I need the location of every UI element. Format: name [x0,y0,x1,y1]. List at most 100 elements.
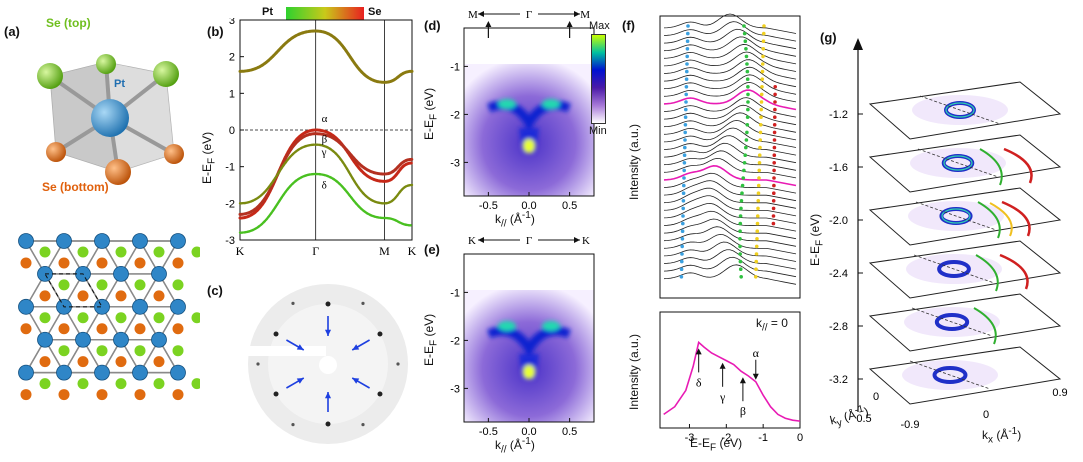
edc-peak-marker [684,85,689,89]
arpes-top-label: K [582,235,590,247]
edc-peak-marker [753,275,758,279]
edc-curve [663,127,797,148]
edc-peak-marker [738,237,742,241]
cec-ring [932,366,968,384]
cec-ring-highlight [945,102,975,118]
edc-peak-marker [760,69,765,74]
edc-peak-marker [685,69,689,74]
arpes-top-label: K [468,235,476,247]
se-bottom-atom [153,356,165,368]
edc-peak-marker [679,267,684,272]
edc-curve [663,172,797,194]
bands-ytick-label: 1 [229,88,235,100]
edc-curve [663,264,797,285]
edc-peak-marker [741,176,746,180]
edc-stack-plot [659,13,801,299]
edc-peak-marker [680,244,684,249]
se-top-label: Se (top) [46,16,91,30]
edc-gamma-frame [659,311,801,429]
edc-peak-marker [757,168,762,173]
leed-spot [377,331,383,337]
arpes-gamma-peak [523,365,535,379]
arpes-top-label: Γ [526,235,532,247]
edc-peak-marker [739,199,744,203]
arpes-direction-arrow [574,237,580,243]
se-top-atom [96,279,108,291]
edc-peak-marker [745,62,749,66]
arpes-band-top [487,326,571,358]
edc-curve [663,249,797,270]
se-top-atom [191,312,200,324]
arpes-e-ylabel: E-EF (eV) [422,314,439,366]
edc-peak-marker [684,107,688,112]
energy-tick-label: -1.6 [829,162,848,174]
leed-arrow-head [324,392,332,399]
pt-atom [132,298,148,315]
pt-atom [18,298,34,315]
pt-atom [151,266,167,282]
cec-zlabel-unit: (eV) [808,213,822,240]
edc-peak-marker [773,85,777,89]
leed-spot [396,362,400,366]
edc-peak-marker [758,145,762,150]
band-line [238,29,414,84]
gun-tip [319,356,337,374]
edc-peak-marker [757,153,762,157]
pt-atom [132,233,148,249]
leed-spot [256,362,260,366]
band-line [238,132,414,216]
edc-peak-marker [738,252,742,256]
edc-peak-marker [773,100,777,104]
edc-peak-marker [772,153,777,157]
edc-curve [663,66,797,88]
edc-peak-marker [755,221,760,226]
pt-atom [113,266,129,282]
cec-green-contour [975,254,999,292]
edc-peak-marker [772,191,776,195]
panel-label-a: (a) [4,24,20,39]
arpes-d-xlabel-text: k [495,212,501,226]
edc-peak-marker [746,85,750,89]
se-bottom-atom [172,257,184,269]
edc-peak-marker [742,161,747,165]
pt-atom [75,331,91,348]
edc-top-ylabel: Intensity (a.u.) [627,123,641,200]
structure-octahedron [37,54,184,185]
pt-atom [94,364,110,381]
se-bottom-atom [20,389,32,401]
pt-atom [113,331,129,348]
edc-peak-marker [746,100,750,104]
k-parallel-label: k// = 0 [756,316,788,333]
edc-peak-arrow-head [739,377,746,384]
se-top-atom [153,378,165,390]
kx-tick-label: 0.9 [1052,387,1067,399]
arpes-d-ylabel: E-EF (eV) [422,88,439,140]
edc-peak-marker [771,214,776,218]
arpes-e-xlabel-unit: (Å [506,438,522,452]
edc-peak-marker [771,221,776,226]
edc-peak-marker [744,145,748,150]
energy-tick-label: -1.2 [829,109,848,121]
edc-peak-marker [772,161,776,165]
se-bottom-atom [172,323,184,335]
leed-arrow-head [296,344,304,350]
se-bottom-atom [39,356,51,368]
arpes-ytick-label: -3 [450,157,460,169]
arpes-e-xlabel-text: k [495,438,501,452]
leed-spot [273,331,279,337]
se-top-atom [39,378,51,390]
kx-label-sub: x [988,434,993,446]
edc-peak-marker [759,115,763,119]
se-bottom-atom [58,323,70,335]
edc-peak-marker [681,191,686,195]
edc-peak-marker [772,145,777,150]
arpes-top-label: M [580,9,590,21]
edc-peak-marker [738,221,743,226]
arpes-ytick-label: -3 [450,383,460,395]
edc-peak-marker [771,199,776,203]
arpes-xtick-label: 0.0 [521,426,536,438]
edc-peak-marker [759,100,764,104]
edc-curve [663,13,797,34]
se-bottom-atom [172,389,184,401]
cec-green-contour [973,307,997,345]
